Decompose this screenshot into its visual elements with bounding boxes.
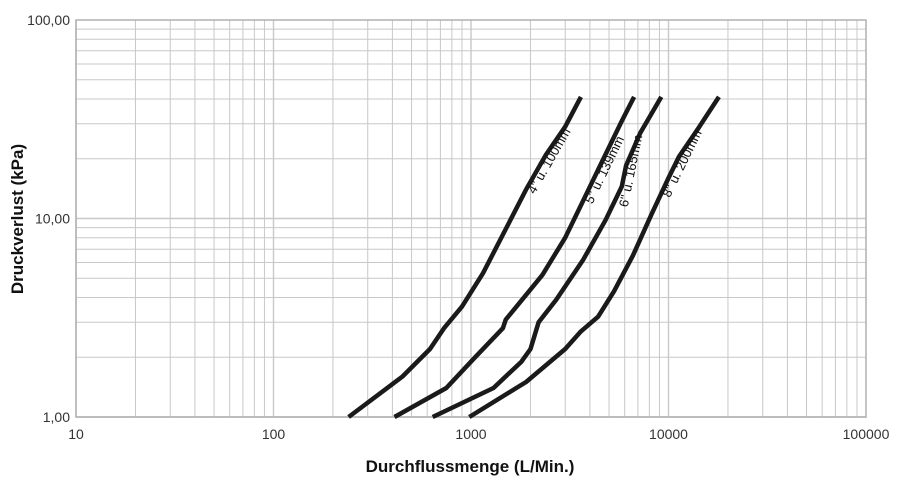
x-axis-label: Durchflussmenge (L/Min.) — [366, 457, 575, 476]
y-tick-label: 1,00 — [43, 409, 70, 425]
x-tick-label: 10 — [68, 426, 84, 442]
x-tick-label: 1000 — [455, 426, 486, 442]
ticks: 10 100 1000 10000 100000 1,00 10,00 100,00 — [27, 12, 889, 442]
x-tick-label: 10000 — [649, 426, 688, 442]
series-lines — [347, 95, 721, 420]
series-label: 8" u. 200mm — [659, 127, 705, 199]
y-axis-label: Druckverlust (kPa) — [8, 144, 27, 294]
y-tick-label: 100,00 — [27, 12, 70, 28]
grid — [75, 19, 867, 418]
series-line — [468, 95, 721, 419]
series-line — [347, 95, 583, 419]
series-line — [393, 95, 637, 419]
x-tick-label: 100000 — [843, 426, 890, 442]
series-line — [431, 95, 664, 420]
x-tick-label: 100 — [262, 426, 286, 442]
y-tick-label: 10,00 — [35, 211, 70, 227]
series-label: 4" u. 100mm — [524, 125, 573, 196]
